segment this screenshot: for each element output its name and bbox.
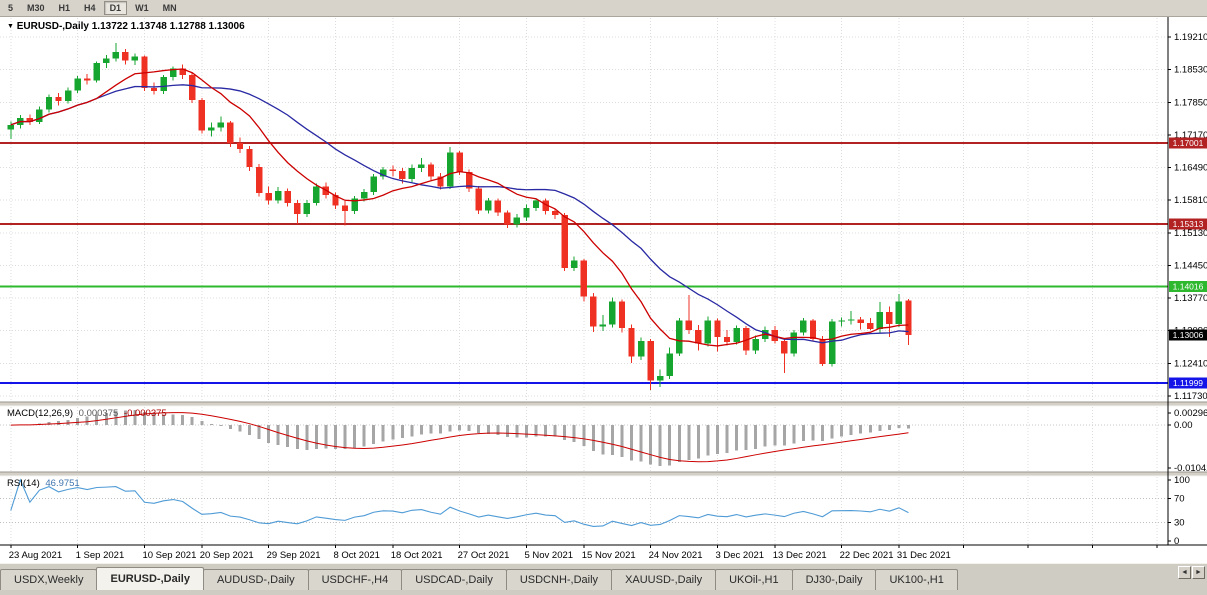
chart-title: ▼ EURUSD-,Daily 1.13722 1.13748 1.12788 … <box>7 21 245 32</box>
chart-tabs: USDX,Weekly EURUSD-,Daily AUDUSD-,Daily USD… <box>0 564 1207 590</box>
price-badge-1.14016: 1.14016 <box>1169 280 1207 292</box>
svg-text:-0.010425: -0.010425 <box>1174 463 1207 474</box>
svg-text:1.19210: 1.19210 <box>1174 32 1207 43</box>
chart-tab-usdcad-daily[interactable]: USDCAD-,Daily <box>401 569 507 590</box>
svg-text:1.17850: 1.17850 <box>1174 97 1207 108</box>
timeframe-button-m30[interactable]: M30 <box>27 3 45 13</box>
svg-text:1.12410: 1.12410 <box>1174 358 1207 369</box>
chart-tab-usdchf-h4[interactable]: USDCHF-,H4 <box>307 569 403 590</box>
chart-tab-uk100-h1[interactable]: UK100-,H1 <box>875 569 958 590</box>
tab-scroll-left-button[interactable]: ◄ <box>1178 566 1191 579</box>
svg-text:1.13770: 1.13770 <box>1174 293 1207 304</box>
macd-signal-value: -0.000375 <box>123 408 167 419</box>
chart-tab-audusd-daily[interactable]: AUDUSD-,Daily <box>202 569 309 590</box>
pane-dividers[interactable] <box>0 401 1207 477</box>
chart-tabs-bar: USDX,Weekly EURUSD-,Daily AUDUSD-,Daily USD… <box>0 563 1207 595</box>
chart-window: 1.19210 1.18530 1.17850 1.17170 1.16490 1.158… <box>0 17 1207 563</box>
rsi-pane <box>0 478 1168 527</box>
chart-tab-xauusd-daily[interactable]: XAUUSD-,Daily <box>611 569 717 590</box>
svg-text:1.11999: 1.11999 <box>1173 378 1203 388</box>
price-badge-1.15313: 1.15313 <box>1169 218 1207 230</box>
svg-text:30: 30 <box>1174 518 1185 529</box>
svg-text:1.18530: 1.18530 <box>1174 65 1207 76</box>
svg-text:1.15313: 1.15313 <box>1173 219 1204 229</box>
svg-text:1.13006: 1.13006 <box>1173 330 1204 340</box>
svg-text:1 Sep 2021: 1 Sep 2021 <box>76 550 125 561</box>
svg-text:70: 70 <box>1174 493 1185 504</box>
timeframe-button-d1[interactable]: D1 <box>103 1 128 15</box>
macd-pane <box>0 410 1168 467</box>
svg-text:100: 100 <box>1174 475 1190 486</box>
svg-text:29 Sep 2021: 29 Sep 2021 <box>267 550 321 561</box>
svg-text:0: 0 <box>1174 536 1179 547</box>
chart-tab-usdcnh-daily[interactable]: USDCNH-,Daily <box>505 569 613 590</box>
timeframe-button-mn[interactable]: MN <box>162 3 177 13</box>
tab-scrollbar: ◄ ► <box>1178 566 1205 579</box>
svg-text:13 Dec 2021: 13 Dec 2021 <box>773 550 827 561</box>
chart-tab-ukoil-h1[interactable]: UKOil-,H1 <box>715 569 793 590</box>
macd-title: MACD(12,26,9) 0.000375 -0.000375 <box>7 408 167 419</box>
macd-main-value: 0.000375 <box>78 408 119 419</box>
price-badge-1.11999: 1.11999 <box>1169 377 1207 389</box>
svg-text:27 Oct 2021: 27 Oct 2021 <box>458 550 510 561</box>
tab-scroll-right-button[interactable]: ► <box>1192 566 1205 579</box>
timeframe-button-w1[interactable]: W1 <box>135 3 149 13</box>
timeframe-toolbar: 5 M30 H1 H4 D1 W1 MN <box>0 0 1207 17</box>
svg-text:0.002966: 0.002966 <box>1174 408 1207 419</box>
rsi-indicator-label: RSI(14) <box>7 478 40 489</box>
chart-canvas[interactable]: 1.19210 1.18530 1.17850 1.17170 1.16490 1.158… <box>0 17 1207 563</box>
svg-text:1.17170: 1.17170 <box>1174 130 1207 141</box>
svg-text:5 Nov 2021: 5 Nov 2021 <box>524 550 573 561</box>
svg-text:20 Sep 2021: 20 Sep 2021 <box>200 550 254 561</box>
svg-text:0.00: 0.00 <box>1174 420 1193 431</box>
chart-tab-dj30-daily[interactable]: DJ30-,Daily <box>791 569 877 590</box>
timeframe-button-5[interactable]: 5 <box>8 3 14 13</box>
moving-averages-layer <box>10 68 909 347</box>
svg-text:1.17001: 1.17001 <box>1173 138 1204 148</box>
svg-text:8 Oct 2021: 8 Oct 2021 <box>333 550 379 561</box>
svg-text:15 Nov 2021: 15 Nov 2021 <box>582 550 636 561</box>
rsi-title: RSI(14) 46.9751 <box>7 478 80 489</box>
rsi-value: 46.9751 <box>45 478 80 489</box>
price-badge-1.17001: 1.17001 <box>1169 137 1207 149</box>
svg-text:1.14016: 1.14016 <box>1173 281 1204 291</box>
price-badges-layer: 1.17001 1.15313 1.14016 1.11999 1.13006 <box>1169 137 1207 389</box>
svg-text:18 Oct 2021: 18 Oct 2021 <box>391 550 443 561</box>
svg-text:1.15810: 1.15810 <box>1174 195 1207 206</box>
macd-indicator-label: MACD(12,26,9) <box>7 408 73 419</box>
svg-text:1.16490: 1.16490 <box>1174 163 1207 174</box>
chart-ohlc-values: 1.13722 1.13748 1.12788 1.13006 <box>91 21 245 32</box>
timeframe-button-h4[interactable]: H4 <box>84 3 96 13</box>
current-price-badge: 1.13006 <box>1169 329 1207 341</box>
svg-text:1.11730: 1.11730 <box>1174 391 1207 402</box>
svg-text:10 Sep 2021: 10 Sep 2021 <box>142 550 196 561</box>
axes-layer: 1.19210 1.18530 1.17850 1.17170 1.16490 1.158… <box>0 17 1207 561</box>
svg-text:3 Dec 2021: 3 Dec 2021 <box>715 550 764 561</box>
svg-text:31 Dec 2021: 31 Dec 2021 <box>897 550 951 561</box>
chart-tab-eurusd-daily[interactable]: EURUSD-,Daily <box>96 567 204 590</box>
svg-text:1.15130: 1.15130 <box>1174 228 1207 239</box>
svg-text:23 Aug 2021: 23 Aug 2021 <box>9 550 62 561</box>
svg-text:24 Nov 2021: 24 Nov 2021 <box>649 550 703 561</box>
symbol-dropdown-icon[interactable]: ▼ <box>7 23 14 30</box>
chart-symbol-label: EURUSD-,Daily <box>16 21 89 32</box>
svg-text:1.14450: 1.14450 <box>1174 260 1207 271</box>
chart-tab-usdx-weekly[interactable]: USDX,Weekly <box>0 569 98 590</box>
timeframe-button-h1[interactable]: H1 <box>58 3 71 13</box>
svg-text:22 Dec 2021: 22 Dec 2021 <box>840 550 894 561</box>
